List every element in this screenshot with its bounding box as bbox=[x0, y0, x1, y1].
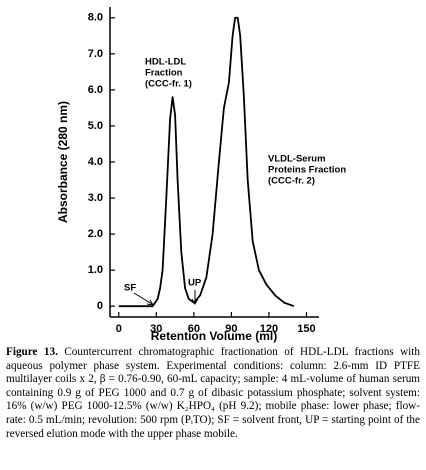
annotation: UP bbox=[188, 278, 202, 289]
y-tick-label: 5.0 bbox=[88, 120, 103, 132]
y-tick-label: 6.0 bbox=[88, 84, 103, 96]
y-tick-label: 7.0 bbox=[88, 48, 103, 60]
x-tick-label: 120 bbox=[260, 323, 278, 335]
chart: Absorbance (280 nm) Retention Volume (ml… bbox=[56, 7, 346, 343]
y-tick-label: 4.0 bbox=[88, 156, 103, 168]
y-tick-label: 0 bbox=[97, 300, 103, 312]
annotation: (CCC-fr. 1) bbox=[145, 79, 192, 90]
y-tick-label: 1.0 bbox=[88, 264, 103, 276]
caption-text: Countercurrent chromatographic fractiona… bbox=[6, 346, 420, 440]
annotation: VLDL-Serum bbox=[268, 154, 326, 165]
caption: Figure 13. Countercurrent chromatographi… bbox=[6, 346, 420, 441]
x-tick-label: 0 bbox=[116, 323, 122, 335]
x-tick-label: 150 bbox=[297, 323, 315, 335]
annotation: Proteins Fraction bbox=[268, 165, 346, 176]
y-tick-label: 8.0 bbox=[88, 12, 103, 24]
x-tick-label: 90 bbox=[225, 323, 237, 335]
line bbox=[118, 16, 295, 308]
y-tick-label: 2.0 bbox=[88, 228, 103, 240]
annotation: SF bbox=[124, 283, 136, 294]
caption-label: Figure 13. bbox=[6, 346, 58, 358]
y-axis-label: Absorbance (280 nm) bbox=[56, 101, 70, 223]
annotation: HDL-LDL bbox=[145, 57, 186, 68]
x-axis-label: Retention Volume (ml) bbox=[151, 329, 277, 343]
annotation: Fraction bbox=[145, 68, 183, 79]
x-tick-label: 30 bbox=[150, 323, 162, 335]
arrow bbox=[133, 292, 154, 306]
y-tick-label: 3.0 bbox=[88, 192, 103, 204]
annotation: (CCC-fr. 2) bbox=[268, 176, 315, 187]
x-tick-label: 60 bbox=[188, 323, 200, 335]
